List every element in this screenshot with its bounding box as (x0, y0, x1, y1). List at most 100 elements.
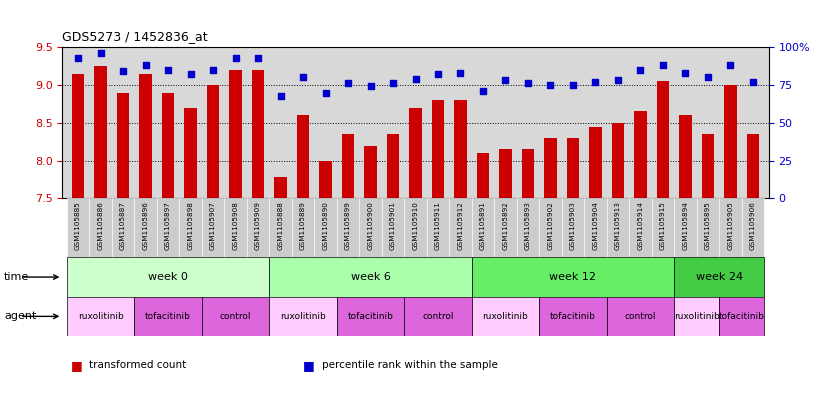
Bar (652, 198, 674, 257)
Bar (589, 127, 602, 198)
Text: GSM1105887: GSM1105887 (120, 201, 126, 250)
Point (252, 55, 265, 61)
Point (746, 79, 760, 85)
Bar (719, 297, 765, 336)
Point (724, 62, 737, 68)
Bar (342, 134, 354, 198)
Text: GDS5273 / 1452836_at: GDS5273 / 1452836_at (62, 30, 208, 43)
Bar (455, 100, 467, 198)
Bar (472, 297, 539, 336)
Text: GSM1105892: GSM1105892 (503, 201, 509, 250)
Text: ruxolitinib: ruxolitinib (77, 312, 124, 321)
Bar (229, 70, 242, 198)
Text: GSM1105891: GSM1105891 (480, 201, 486, 250)
Bar (112, 198, 135, 257)
Text: tofacitinib: tofacitinib (347, 312, 393, 321)
Bar (494, 198, 517, 257)
Text: GSM1105906: GSM1105906 (750, 201, 756, 250)
Text: GSM1105890: GSM1105890 (322, 201, 328, 250)
Text: control: control (422, 312, 454, 321)
Bar (269, 257, 472, 297)
Point (409, 76, 422, 82)
Bar (607, 198, 629, 257)
Text: GSM1105905: GSM1105905 (727, 201, 734, 250)
Text: GSM1105886: GSM1105886 (97, 201, 104, 250)
Bar (184, 108, 197, 198)
Point (274, 92, 288, 99)
Bar (522, 149, 534, 198)
Bar (567, 138, 579, 198)
Point (364, 83, 377, 90)
Bar (381, 198, 404, 257)
Text: GSM1105903: GSM1105903 (570, 201, 576, 250)
Text: GSM1105898: GSM1105898 (188, 201, 194, 250)
Bar (404, 198, 427, 257)
Text: GSM1105885: GSM1105885 (75, 201, 81, 250)
Bar (269, 198, 292, 257)
Text: tofacitinib: tofacitinib (550, 312, 596, 321)
Bar (140, 73, 152, 198)
Bar (629, 198, 652, 257)
Bar (544, 138, 557, 198)
Bar (539, 198, 562, 257)
Bar (656, 81, 669, 198)
Text: transformed count: transformed count (89, 360, 186, 371)
Point (679, 70, 692, 76)
Bar (72, 73, 84, 198)
Text: GSM1105910: GSM1105910 (412, 201, 419, 250)
Bar (725, 85, 736, 198)
Point (319, 89, 332, 95)
Bar (269, 297, 337, 336)
Bar (66, 198, 89, 257)
Text: GSM1105899: GSM1105899 (345, 201, 351, 250)
Text: week 6: week 6 (351, 272, 391, 282)
Bar (539, 297, 607, 336)
Bar (314, 198, 337, 257)
Text: ruxolitinib: ruxolitinib (483, 312, 529, 321)
Text: GSM1105894: GSM1105894 (682, 201, 688, 250)
Bar (292, 198, 314, 257)
Point (634, 67, 647, 73)
Bar (162, 92, 175, 198)
Text: GSM1105913: GSM1105913 (615, 201, 621, 250)
Point (161, 67, 175, 73)
Bar (95, 66, 106, 198)
Point (139, 62, 152, 68)
Text: tofacitinib: tofacitinib (719, 312, 765, 321)
Bar (701, 134, 714, 198)
Text: GSM1105902: GSM1105902 (548, 201, 553, 250)
Text: tofacitinib: tofacitinib (145, 312, 191, 321)
Point (701, 74, 715, 81)
Bar (359, 198, 381, 257)
Point (656, 62, 670, 68)
Bar (247, 198, 269, 257)
Point (342, 80, 355, 86)
Bar (747, 134, 759, 198)
Text: GSM1105896: GSM1105896 (143, 201, 149, 250)
Point (566, 82, 579, 88)
Text: ruxolitinib: ruxolitinib (674, 312, 720, 321)
Bar (674, 198, 696, 257)
Bar (477, 153, 489, 198)
Text: control: control (219, 312, 251, 321)
Text: GSM1105914: GSM1105914 (637, 201, 643, 250)
Bar (562, 198, 584, 257)
Text: GSM1105901: GSM1105901 (390, 201, 396, 250)
Bar (319, 161, 332, 198)
Text: GSM1105897: GSM1105897 (165, 201, 171, 250)
Bar (719, 198, 742, 257)
Point (431, 71, 445, 77)
Text: GSM1105904: GSM1105904 (593, 201, 598, 250)
Text: time: time (4, 272, 29, 282)
Point (71, 55, 85, 61)
Point (206, 67, 219, 73)
Text: percentile rank within the sample: percentile rank within the sample (322, 360, 498, 371)
Point (297, 74, 310, 81)
Bar (517, 198, 539, 257)
Text: ruxolitinib: ruxolitinib (280, 312, 326, 321)
Bar (224, 198, 247, 257)
Bar (66, 297, 135, 336)
Text: agent: agent (4, 311, 37, 321)
Text: week 0: week 0 (148, 272, 188, 282)
Bar (584, 198, 607, 257)
